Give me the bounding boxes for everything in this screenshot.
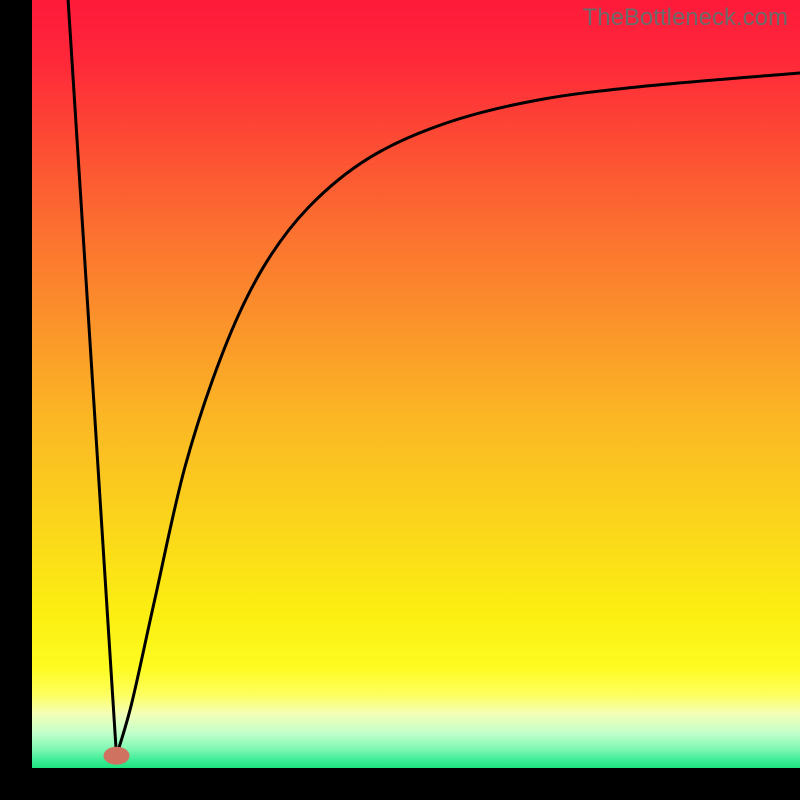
optimal-point-marker [103,747,129,765]
chart-background-gradient [32,0,800,768]
watermark-text: TheBottleneck.com [583,4,788,32]
bottleneck-chart [0,0,800,800]
